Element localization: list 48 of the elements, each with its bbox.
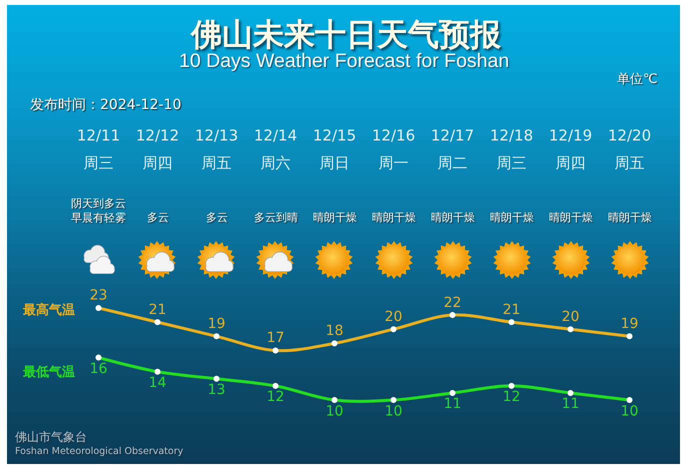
x-tick-label: 12/20 周五 bbox=[608, 126, 652, 172]
text: 晴朗干燥 bbox=[608, 211, 652, 224]
text: 多云到晴 bbox=[254, 211, 298, 224]
text: 晴朗干燥 bbox=[549, 211, 593, 224]
chart-subtitle: 10 Days Weather Forecast for Foshan bbox=[179, 50, 510, 72]
data-label: 18 bbox=[326, 323, 344, 340]
x-tick-label: 12/13 周五 bbox=[194, 126, 238, 172]
text: 晴朗干燥 bbox=[431, 211, 475, 224]
text: 单位℃ bbox=[617, 72, 658, 87]
text: 多云 bbox=[206, 211, 228, 224]
data-label: 22 bbox=[444, 294, 462, 311]
x-tick-label: 12/12 周四 bbox=[136, 126, 180, 172]
text: 晴朗干燥 bbox=[490, 211, 534, 224]
text: 发布时间：2024-12-10 bbox=[30, 97, 182, 113]
data-label: 19 bbox=[208, 316, 226, 332]
text: 晴朗干燥 bbox=[372, 211, 416, 224]
data-label: 12 bbox=[266, 389, 284, 406]
data-label: 10 bbox=[620, 403, 638, 420]
data-label: 13 bbox=[208, 382, 226, 398]
series-label: 最低气温 bbox=[22, 365, 75, 380]
x-tick-label: 12/19 周四 bbox=[548, 126, 592, 172]
data-label: 11 bbox=[562, 396, 580, 412]
data-label: 10 bbox=[326, 403, 344, 420]
x-tick-label: 12/11 周三 bbox=[76, 126, 120, 172]
text: Foshan Meteorological Observatory bbox=[15, 446, 184, 457]
x-tick-label: 12/18 周三 bbox=[490, 126, 534, 172]
text: 晴朗干燥 bbox=[313, 211, 357, 224]
data-label: 20 bbox=[562, 308, 580, 325]
data-label: 14 bbox=[148, 374, 166, 391]
chart-title: 佛山未来十日天气预报 bbox=[190, 16, 502, 53]
data-label: 21 bbox=[502, 302, 520, 318]
data-label: 21 bbox=[148, 302, 166, 318]
text: 阴天到多云早晨有轻雾 bbox=[71, 197, 126, 224]
data-label: 19 bbox=[620, 316, 638, 332]
data-label: 23 bbox=[90, 288, 108, 304]
x-tick-label: 12/14 周六 bbox=[254, 126, 298, 172]
data-label: 12 bbox=[502, 389, 520, 406]
x-tick-label: 12/16 周一 bbox=[372, 126, 416, 172]
data-label: 10 bbox=[384, 403, 402, 420]
data-label: 11 bbox=[444, 396, 462, 412]
text: 多云 bbox=[147, 211, 169, 224]
series-label: 最高气温 bbox=[22, 302, 75, 318]
x-tick-label: 12/15 周日 bbox=[312, 126, 356, 172]
data-label: 17 bbox=[266, 330, 284, 346]
x-tick-label: 12/17 周二 bbox=[430, 126, 474, 172]
text: 佛山市气象台 bbox=[15, 430, 87, 444]
data-label: 20 bbox=[384, 308, 402, 325]
data-label: 16 bbox=[90, 360, 108, 377]
